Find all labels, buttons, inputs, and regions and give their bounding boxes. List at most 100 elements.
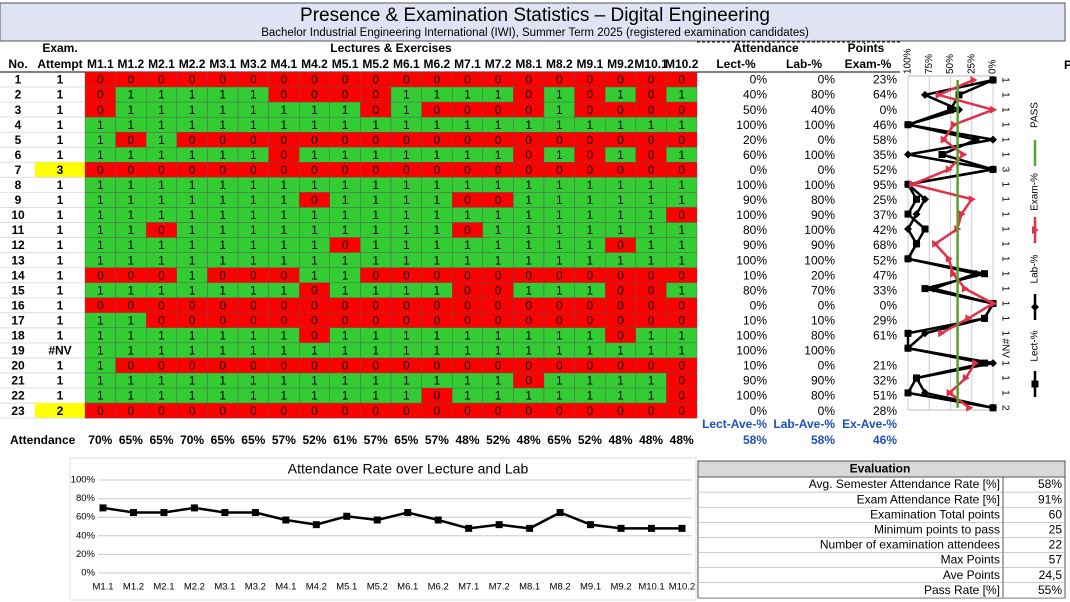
- attendance-value: 1: [464, 253, 471, 267]
- attendance-value: 0: [648, 268, 655, 282]
- category-label: 1: [999, 256, 1010, 262]
- attendance-value: 0: [525, 298, 532, 312]
- point: [251, 509, 259, 517]
- attendance-value: 1: [495, 253, 502, 267]
- attendance-value: 1: [587, 118, 594, 132]
- percent-value: 10%: [743, 313, 767, 327]
- point: [960, 150, 968, 159]
- column-header: M2.2: [179, 57, 206, 71]
- evaluation-label: Ave Points: [943, 568, 1000, 582]
- attendance-value: 0: [678, 268, 685, 282]
- attendance-value: 0: [525, 359, 532, 373]
- row-number: 5: [15, 133, 22, 147]
- attendance-value: 0: [342, 238, 349, 252]
- row-number: 15: [11, 283, 25, 297]
- attendance-value: 1: [556, 223, 563, 237]
- attempt: 3: [57, 163, 64, 177]
- attendance-value: 0: [617, 163, 624, 177]
- attendance-value: 1: [158, 133, 165, 147]
- attendance-value: 1: [311, 118, 318, 132]
- percent-value: 100%: [804, 223, 835, 237]
- average-label: Ex-Ave-%: [842, 417, 897, 431]
- attendance-value: 0: [525, 404, 532, 418]
- attendance-value: 1: [281, 329, 288, 343]
- attendance-value: 1: [342, 208, 349, 222]
- percent-value: 23%: [873, 73, 897, 87]
- attendance-value: 0: [587, 73, 594, 87]
- point: [989, 165, 997, 174]
- attendance-value: 1: [97, 148, 104, 162]
- attendance-value: 0: [495, 283, 502, 297]
- attendance-value: 0: [617, 404, 624, 418]
- attendance-value: 0: [464, 193, 471, 207]
- point: [950, 120, 958, 129]
- percent-value: 20%: [811, 268, 835, 282]
- attendance-value: 0: [495, 133, 502, 147]
- point: [929, 284, 938, 293]
- attendance-value: 1: [342, 253, 349, 267]
- attendance-value: 0: [97, 73, 104, 87]
- attendance-value: 1: [587, 283, 594, 297]
- percent-value: 0%: [818, 404, 836, 418]
- attendance-value: 1: [678, 88, 685, 102]
- attendance-value: 0: [311, 404, 318, 418]
- attendance-value: 1: [648, 389, 655, 403]
- attendance-value: 1: [250, 208, 257, 222]
- attendance-value: 0: [434, 163, 441, 177]
- attendance-value: 1: [281, 178, 288, 192]
- attendance-value: 1: [617, 148, 624, 162]
- point: [961, 284, 969, 293]
- y-tick-label: 60%: [76, 512, 96, 523]
- attendance-value: 0: [311, 193, 318, 207]
- attendance-value: 0: [219, 313, 226, 327]
- attendance-value: 1: [158, 283, 165, 297]
- attendance-value: 1: [342, 283, 349, 297]
- attendance-value: 1: [525, 389, 532, 403]
- point: [945, 165, 953, 174]
- attendance-value: 1: [648, 374, 655, 388]
- point: [921, 329, 929, 338]
- category-label: 1: [999, 226, 1010, 232]
- point: [556, 509, 564, 517]
- percent-value: 64%: [873, 88, 897, 102]
- attendance-value: 1: [372, 374, 379, 388]
- evaluation-value: 24,5: [1039, 568, 1063, 582]
- attendance-value: 0: [587, 404, 594, 418]
- x-tick-label: M6.2: [428, 582, 449, 593]
- attendance-value: 1: [128, 103, 135, 117]
- footer-value: 52%: [302, 433, 326, 447]
- attendance-value: 0: [648, 283, 655, 297]
- point: [921, 90, 929, 99]
- attendance-value: 0: [434, 359, 441, 373]
- attendance-value: 0: [342, 404, 349, 418]
- row-number: 20: [11, 359, 25, 373]
- percent-value: 10%: [811, 313, 835, 327]
- attendance-value: 0: [281, 313, 288, 327]
- attendance-value: 0: [587, 148, 594, 162]
- point: [932, 239, 940, 248]
- x-tick-label: M1.1: [92, 582, 113, 593]
- row-number: 3: [15, 103, 22, 117]
- attendance-value: 1: [189, 268, 196, 282]
- attendance-value: 1: [189, 88, 196, 102]
- point: [989, 359, 997, 368]
- percent-value: 10%: [743, 268, 767, 282]
- attendance-value: 0: [556, 163, 563, 177]
- attendance-value: 0: [617, 103, 624, 117]
- attendance-value: 1: [158, 389, 165, 403]
- footer-value: 65%: [241, 433, 265, 447]
- percent-value: 0%: [818, 73, 836, 87]
- attendance-value: 0: [434, 298, 441, 312]
- attendance-value: 0: [372, 133, 379, 147]
- attendance-value: 0: [495, 193, 502, 207]
- attempt: 1: [57, 88, 64, 102]
- evaluation-label: Minimum points to pass: [874, 522, 1000, 536]
- category-label: 1: [999, 271, 1010, 277]
- attendance-value: 1: [525, 283, 532, 297]
- point: [99, 504, 107, 512]
- attempt-highlight: [35, 403, 85, 419]
- attendance-value: 1: [648, 253, 655, 267]
- column-header: M5.2: [362, 57, 389, 71]
- percent-value: 0%: [818, 298, 836, 312]
- attendance-value: 0: [556, 268, 563, 282]
